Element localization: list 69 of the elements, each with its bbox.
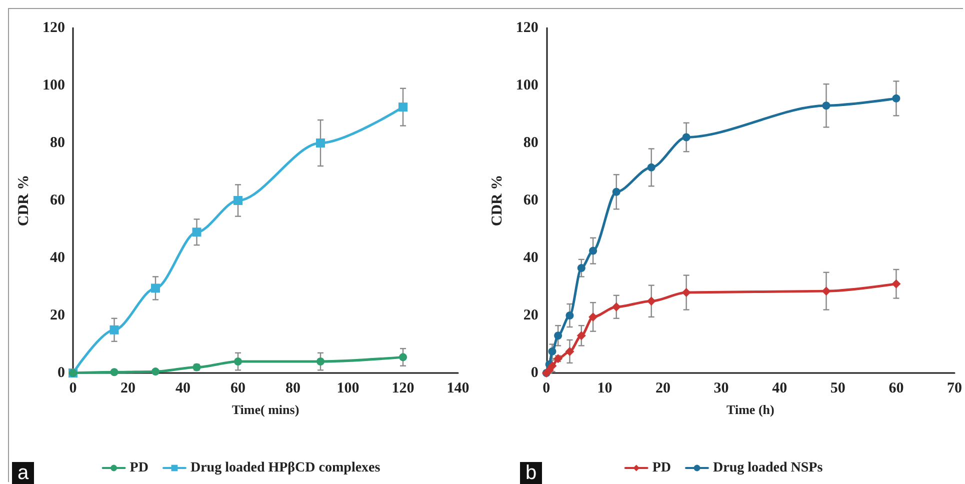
point <box>682 133 690 142</box>
point <box>398 102 408 112</box>
point <box>647 163 656 172</box>
y-tick-label: 120 <box>42 20 65 36</box>
x-tick-label: 50 <box>830 380 846 396</box>
y-tick-label: 20 <box>523 308 538 324</box>
x-tick-label: 100 <box>336 380 360 396</box>
y-axis-title: CDR % <box>16 174 32 226</box>
y-tick-label: 100 <box>42 78 65 94</box>
point <box>565 346 574 356</box>
point <box>151 284 160 293</box>
legend-label: Drug loaded NSPs <box>712 460 824 476</box>
y-tick-label: 60 <box>523 192 538 208</box>
point <box>399 353 407 362</box>
point <box>589 246 598 255</box>
x-tick-label: 120 <box>392 380 414 396</box>
point <box>234 358 242 366</box>
point <box>554 332 562 340</box>
point <box>892 94 900 102</box>
x-tick-label: 40 <box>772 380 788 396</box>
x-tick-label: 70 <box>947 380 962 396</box>
point <box>612 302 621 312</box>
y-tick-label: 0 <box>530 365 538 381</box>
text: a <box>17 462 30 484</box>
y-tick-label: 20 <box>50 308 65 324</box>
point <box>316 138 325 148</box>
point <box>646 296 656 306</box>
point <box>316 358 324 366</box>
x-tick-label: 20 <box>656 380 670 396</box>
x-tick-label: 60 <box>230 380 246 396</box>
x-tick-label: 20 <box>120 380 136 396</box>
point <box>576 331 586 340</box>
y-tick-label: 80 <box>523 135 538 151</box>
x-tick-label: 60 <box>888 380 904 396</box>
point <box>234 196 242 205</box>
x-tick-label: 0 <box>542 380 550 396</box>
y-tick-label: 120 <box>516 20 538 36</box>
legend-label: PD <box>130 460 148 476</box>
x-tick-label: 140 <box>446 380 470 396</box>
y-axis-title: CDR % <box>490 174 506 226</box>
x-tick-label: 0 <box>69 380 77 396</box>
point <box>588 312 598 322</box>
point <box>822 102 830 110</box>
legend-label: PD <box>652 460 671 476</box>
y-tick-label: 100 <box>516 78 538 94</box>
x-tick-label: 40 <box>176 380 190 396</box>
point <box>548 347 556 356</box>
point <box>566 312 574 320</box>
x-tick-label: 30 <box>714 380 729 396</box>
x-axis-title: Time (h) <box>726 402 774 417</box>
point <box>152 368 160 376</box>
point <box>110 368 118 376</box>
point <box>612 188 620 196</box>
x-tick-label: 10 <box>597 380 612 396</box>
point <box>110 325 119 334</box>
point <box>577 264 586 272</box>
y-tick-label: 60 <box>50 192 65 208</box>
point <box>682 288 691 297</box>
point <box>192 228 202 237</box>
y-tick-label: 40 <box>50 250 65 266</box>
x-tick-label: 80 <box>286 380 300 396</box>
point <box>892 279 901 288</box>
y-tick-label: 40 <box>523 250 538 266</box>
x-axis-title: Time( mins) <box>232 402 300 417</box>
y-tick-label: 80 <box>50 135 65 151</box>
y-tick-label: 0 <box>58 365 65 381</box>
point <box>822 286 831 296</box>
text: b <box>525 462 537 484</box>
legend-label: Drug loaded HPβCD complexes <box>190 460 381 476</box>
